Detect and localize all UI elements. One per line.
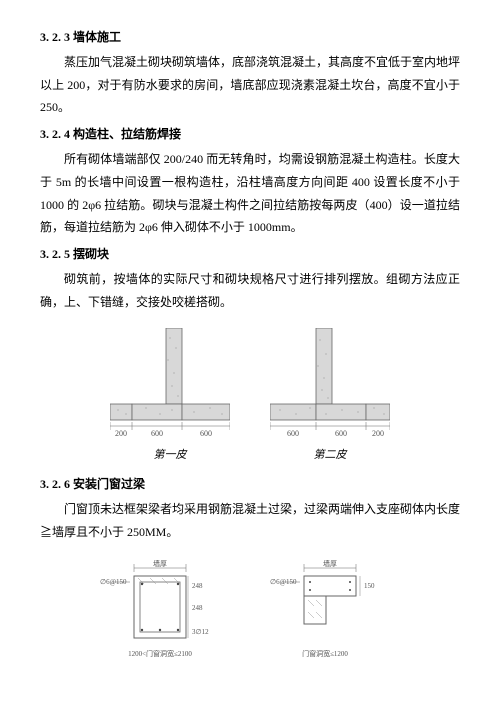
lintel1-rebar: ∅6@150	[100, 578, 127, 586]
lintel2-rebar: ∅6@150	[270, 578, 297, 586]
brick-svg-2: 600 600 200	[270, 328, 390, 443]
brick-svg-1: 200 600 600	[110, 328, 230, 443]
dim-600-d: 600	[335, 429, 347, 438]
dim-600-c: 600	[287, 429, 299, 438]
heading-324: 3. 2. 4 构造柱、拉结筋焊接	[40, 123, 460, 146]
dim-600-b: 600	[200, 429, 212, 438]
lintel-figure-row: 墙厚 248 ∅6@150 248 3∅12 1200<门窗洞宽≤2100	[40, 560, 460, 665]
heading-325: 3. 2. 5 摆砌块	[40, 243, 460, 266]
lintel1-248b: 248	[192, 604, 203, 612]
lintel-svg-2: 墙厚 ∅6@150 150 门窗洞宽≤1200	[270, 560, 400, 665]
para-325-1: 砌筑前，按墙体的实际尺寸和砌块规格尺寸进行排列摆放。组砌方法应正确，上、下错缝，…	[40, 268, 460, 314]
brick-fig-2: 600 600 200 第二皮	[270, 328, 390, 466]
heading-323: 3. 2. 3 墙体施工	[40, 26, 460, 49]
dim-200-b: 200	[372, 429, 384, 438]
brick-fig2-caption: 第二皮	[270, 445, 390, 466]
lintel2-caption: 门窗洞宽≤1200	[302, 649, 348, 658]
lintel1-248a: 248	[192, 582, 203, 590]
lintel2-100: 150	[364, 582, 375, 590]
brick-fig-1: 200 600 600 第一皮	[110, 328, 230, 466]
lintel1-caption: 1200<门窗洞宽≤2100	[128, 649, 192, 658]
para-323-1: 蒸压加气混凝土砌块砌筑墙体，底部浇筑混凝土，其高度不宜低于室内地坪以上 200，…	[40, 51, 460, 119]
dim-600-a: 600	[151, 429, 163, 438]
brick-fig1-caption: 第一皮	[110, 445, 230, 466]
para-324-1: 所有砌体墙端部仅 200/240 而无转角时，均需设钢筋混凝土构造柱。长度大于 …	[40, 148, 460, 239]
lintel-svg-1: 墙厚 248 ∅6@150 248 3∅12 1200<门窗洞宽≤2100	[100, 560, 230, 665]
dim-200-a: 200	[115, 429, 127, 438]
lintel-fig-1: 墙厚 248 ∅6@150 248 3∅12 1200<门窗洞宽≤2100	[100, 560, 230, 665]
heading-326: 3. 2. 6 安装门窗过梁	[40, 473, 460, 496]
brick-figure-row: 200 600 600 第一皮 600 600 200 第二皮	[40, 328, 460, 466]
lintel2-top-label: 墙厚	[323, 560, 337, 568]
para-326-1: 门窗顶未达框架梁者均采用钢筋混凝土过梁，过梁两端伸入支座砌体内长度≧墙厚且不小于…	[40, 498, 460, 544]
lintel1-3d12: 3∅12	[192, 628, 209, 636]
lintel-fig-2: 墙厚 ∅6@150 150 门窗洞宽≤1200	[270, 560, 400, 665]
lintel1-top-label: 墙厚	[153, 560, 167, 568]
